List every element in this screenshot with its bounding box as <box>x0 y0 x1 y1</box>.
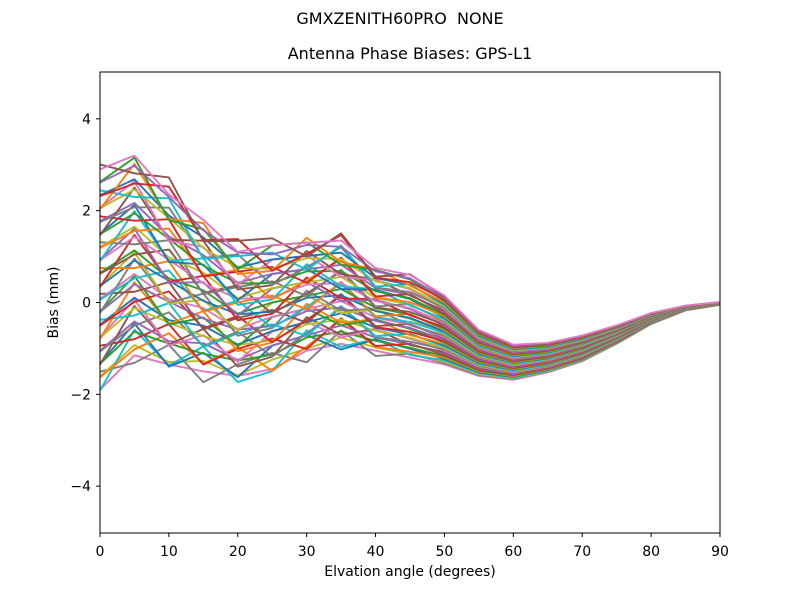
x-tick-label: 10 <box>160 544 178 560</box>
axes-title: Antenna Phase Biases: GPS-L1 <box>287 44 533 63</box>
bias-line <box>99 154 721 346</box>
x-tick-label: 30 <box>298 544 316 560</box>
x-tick-label: 40 <box>367 544 385 560</box>
x-tick-label: 90 <box>711 544 729 560</box>
y-axis-label: Bias (mm) <box>46 266 62 338</box>
x-axis-label: Elvation angle (degrees) <box>324 564 495 580</box>
x-tick-label: 50 <box>436 544 454 560</box>
x-tick-label: 60 <box>504 544 522 560</box>
x-tick-label: 0 <box>96 544 105 560</box>
figure-suptitle: GMXZENITH60PRO NONE <box>296 9 504 28</box>
y-tick-label: −4 <box>70 479 91 495</box>
y-tick-label: 0 <box>82 296 91 312</box>
y-tick-label: 2 <box>82 204 91 220</box>
y-tick-label: −2 <box>70 387 91 403</box>
x-tick-label: 20 <box>229 544 247 560</box>
x-tick-label: 70 <box>573 544 591 560</box>
y-tick-label: 4 <box>82 112 91 128</box>
x-tick-label: 80 <box>642 544 660 560</box>
